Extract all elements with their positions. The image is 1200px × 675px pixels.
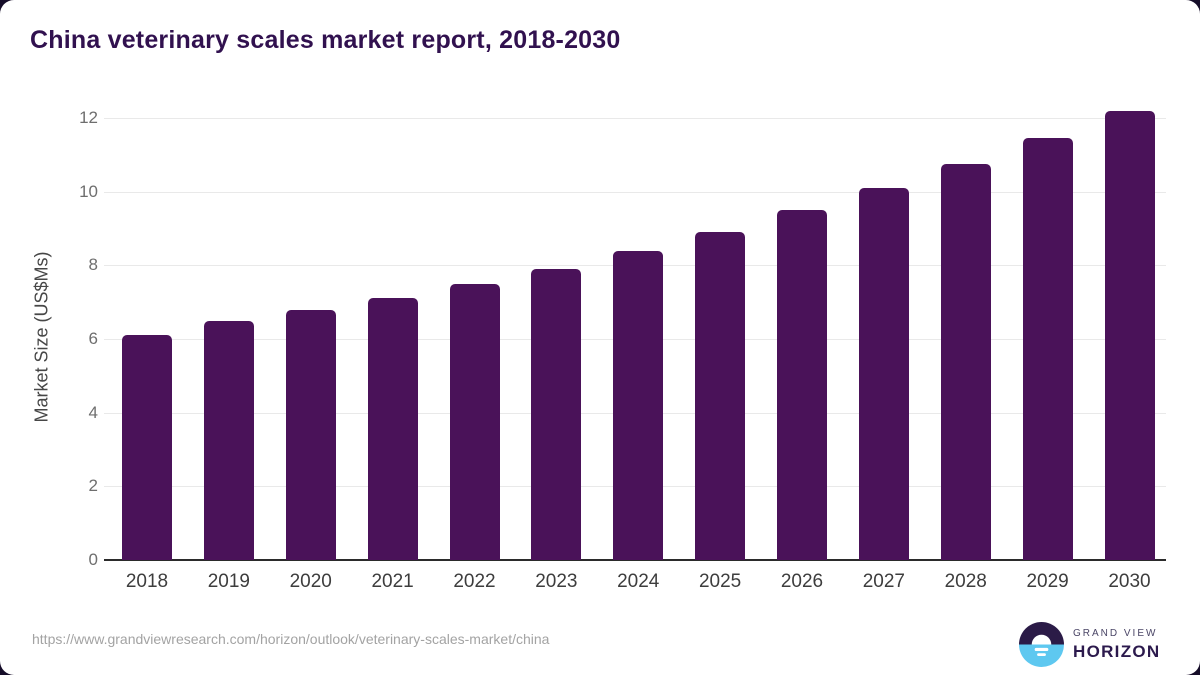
gridline-12 [104, 118, 1166, 119]
y-tick-label-6: 6 [88, 329, 98, 348]
source-url: https://www.grandviewresearch.com/horizo… [32, 631, 550, 647]
x-tick-label-2027: 2027 [862, 571, 906, 592]
bar-2025 [695, 232, 746, 560]
bar-2022 [449, 283, 500, 560]
bar-2029 [1022, 138, 1073, 560]
x-tick-label-2030: 2030 [1108, 571, 1151, 592]
bar-2030 [1104, 110, 1155, 560]
bar-2026 [777, 210, 827, 560]
grandview-horizon-logo: GRAND VIEW HORIZON [1019, 622, 1160, 667]
bar-2024 [613, 250, 664, 560]
y-tick-label-0: 0 [88, 550, 98, 569]
bar-2028 [940, 164, 991, 560]
x-tick-label-2021: 2021 [371, 571, 414, 592]
y-tick-label-4: 4 [88, 402, 98, 422]
x-tick-label-2018: 2018 [125, 571, 169, 592]
x-tick-label-2020: 2020 [289, 571, 332, 592]
x-tick-label-2026: 2026 [780, 571, 824, 592]
x-tick-label-2022: 2022 [453, 571, 496, 592]
y-tick-label-8: 8 [88, 255, 98, 275]
bar-2021 [367, 298, 418, 560]
bar-2019 [203, 320, 254, 560]
y-axis-label: Market Size (US$Ms) [31, 251, 52, 423]
bar-2018 [122, 335, 172, 560]
logo-brand-name: GRAND VIEW [1073, 627, 1158, 639]
bar-2027 [858, 187, 909, 560]
page-title: China veterinary scales market report, 2… [30, 26, 621, 54]
x-tick-label-2029: 2029 [1026, 571, 1069, 592]
x-tick-label-2025: 2025 [698, 571, 742, 592]
y-tick-label-12: 12 [79, 108, 98, 127]
x-tick-label-2019: 2019 [207, 571, 251, 592]
x-tick-label-2028: 2028 [944, 571, 987, 592]
bar-2023 [531, 269, 582, 560]
bar-2020 [285, 309, 336, 560]
gridline-10 [104, 191, 1166, 193]
logo-product-name: HORIZON [1073, 641, 1161, 661]
y-tick-label-2: 2 [88, 476, 98, 496]
x-tick-label-2023: 2023 [535, 571, 578, 592]
x-axis-line [104, 559, 1166, 561]
logo-text: GRAND VIEW HORIZON [1073, 628, 1160, 662]
horizon-sun-logo-icon [1019, 622, 1064, 667]
y-tick-label-10: 10 [79, 181, 98, 201]
x-tick-label-2024: 2024 [617, 571, 660, 592]
